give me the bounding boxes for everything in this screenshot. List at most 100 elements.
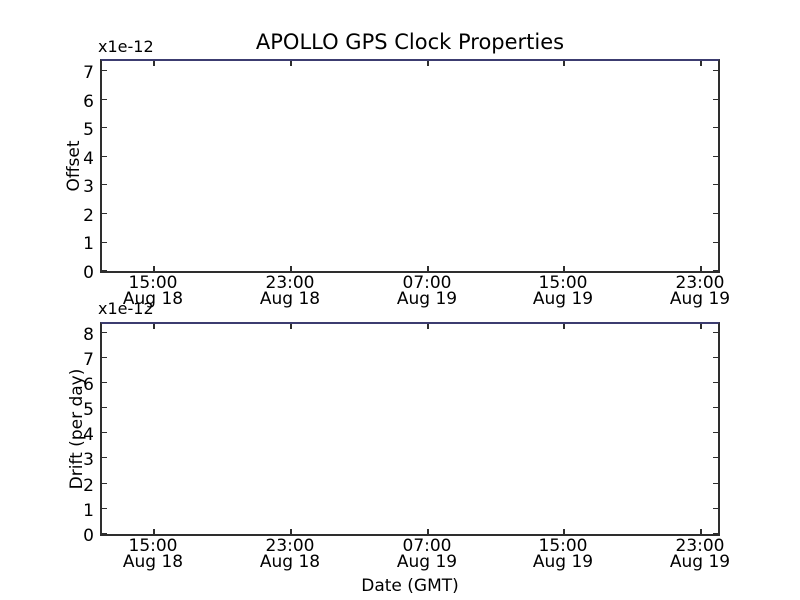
- x-tick-date: Aug 18: [122, 551, 184, 572]
- tick-mark: [700, 61, 702, 66]
- x-tick-date: Aug 18: [259, 288, 321, 309]
- x-tick-time: 23:00: [675, 273, 725, 293]
- tick-mark: [713, 532, 718, 534]
- x-tick-date: Aug 19: [669, 288, 731, 309]
- x-tick-label: 07:00 Aug 19: [382, 536, 472, 572]
- tick-mark: [700, 529, 702, 534]
- tick-mark: [102, 155, 107, 157]
- y-tick-label: 0: [83, 526, 94, 546]
- tick-mark: [102, 406, 107, 408]
- x-tick-time: 23:00: [675, 536, 725, 556]
- tick-mark: [102, 507, 107, 509]
- tick-mark: [713, 269, 718, 271]
- y-axis-label-offset: Offset: [64, 140, 84, 192]
- x-tick-time: 23:00: [265, 536, 315, 556]
- x-tick-label: 23:00 Aug 19: [655, 536, 745, 572]
- tick-mark: [290, 266, 292, 271]
- tick-mark: [713, 183, 718, 185]
- tick-mark: [153, 266, 155, 271]
- tick-mark: [102, 431, 107, 433]
- x-tick-label: 15:00 Aug 18: [108, 536, 198, 572]
- x-tick-time: 15:00: [538, 536, 588, 556]
- x-tick-time: 15:00: [538, 273, 588, 293]
- tick-mark: [102, 331, 107, 333]
- y-axis-scale-offset-text-top: x1e-12: [98, 37, 154, 56]
- y-tick-label: 5: [83, 120, 94, 140]
- tick-mark: [713, 456, 718, 458]
- y-tick-label: 4: [83, 425, 94, 445]
- tick-mark: [153, 61, 155, 66]
- tick-mark: [700, 266, 702, 271]
- tick-mark: [102, 212, 107, 214]
- x-tick-date: Aug 19: [532, 288, 594, 309]
- y-tick-label: 7: [83, 350, 94, 370]
- y-tick-label: 6: [83, 92, 94, 112]
- tick-mark: [563, 266, 565, 271]
- tick-mark: [427, 324, 429, 329]
- y-axis-scale-offset-text-bottom: x1e-12: [98, 299, 154, 318]
- x-tick-label: 23:00 Aug 19: [655, 273, 745, 309]
- tick-mark: [713, 431, 718, 433]
- x-tick-time: 07:00: [402, 536, 452, 556]
- tick-mark: [102, 241, 107, 243]
- tick-mark: [153, 529, 155, 534]
- axes-offset-plot: [100, 59, 720, 273]
- tick-mark: [713, 69, 718, 71]
- y-tick-label: 7: [83, 63, 94, 83]
- tick-mark: [563, 324, 565, 329]
- tick-mark: [102, 183, 107, 185]
- x-tick-date: Aug 19: [396, 551, 458, 572]
- x-tick-date: Aug 19: [532, 551, 594, 572]
- x-tick-date: Aug 19: [669, 551, 731, 572]
- tick-mark: [713, 126, 718, 128]
- tick-mark: [713, 482, 718, 484]
- y-tick-label: 3: [83, 450, 94, 470]
- tick-mark: [427, 61, 429, 66]
- x-tick-time: 15:00: [128, 536, 178, 556]
- tick-mark: [713, 241, 718, 243]
- y-tick-label: 2: [83, 476, 94, 496]
- x-tick-time: 07:00: [402, 273, 452, 293]
- tick-mark: [713, 356, 718, 358]
- x-tick-time: 15:00: [128, 273, 178, 293]
- tick-mark: [153, 324, 155, 329]
- tick-mark: [102, 532, 107, 534]
- x-tick-label: 07:00 Aug 19: [382, 273, 472, 307]
- y-axis-label-drift: Drift (per day): [67, 368, 87, 490]
- tick-mark: [713, 331, 718, 333]
- x-tick-label: 23:00 Aug 18: [245, 275, 335, 309]
- tick-mark: [290, 61, 292, 66]
- tick-mark: [102, 98, 107, 100]
- y-tick-label: 8: [83, 325, 94, 345]
- tick-mark: [102, 381, 107, 383]
- tick-mark: [713, 507, 718, 509]
- x-axis-label: Date (GMT): [361, 576, 459, 596]
- tick-mark: [290, 324, 292, 329]
- axes-drift-plot: [100, 322, 720, 536]
- tick-mark: [713, 212, 718, 214]
- y-tick-label: 1: [83, 501, 94, 521]
- tick-mark: [102, 269, 107, 271]
- y-tick-label: 3: [83, 177, 94, 197]
- tick-mark: [563, 529, 565, 534]
- y-tick-label: 0: [83, 263, 94, 283]
- y-tick-label: 5: [83, 400, 94, 420]
- tick-mark: [713, 381, 718, 383]
- tick-mark: [102, 356, 107, 358]
- x-tick-date: Aug 18: [259, 551, 321, 572]
- y-tick-label: 6: [83, 375, 94, 395]
- x-tick-label: 15:00 Aug 19: [518, 273, 608, 309]
- y-tick-label: 2: [83, 206, 94, 226]
- x-tick-date: Aug 18: [122, 288, 184, 309]
- tick-mark: [102, 69, 107, 71]
- tick-mark: [427, 529, 429, 534]
- tick-mark: [427, 266, 429, 271]
- tick-mark: [713, 98, 718, 100]
- y-tick-label: 1: [83, 234, 94, 254]
- y-tick-label: 4: [83, 149, 94, 169]
- tick-mark: [713, 155, 718, 157]
- chart-title: APOLLO GPS Clock Properties: [255, 30, 565, 54]
- tick-mark: [290, 529, 292, 534]
- tick-mark: [102, 456, 107, 458]
